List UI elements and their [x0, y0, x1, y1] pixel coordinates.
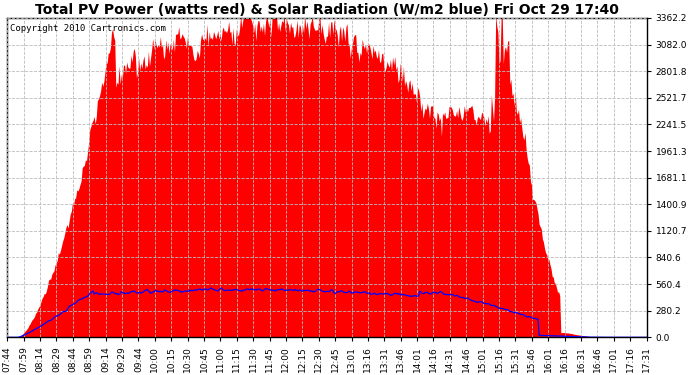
- Title: Total PV Power (watts red) & Solar Radiation (W/m2 blue) Fri Oct 29 17:40: Total PV Power (watts red) & Solar Radia…: [35, 3, 619, 17]
- Text: Copyright 2010 Cartronics.com: Copyright 2010 Cartronics.com: [10, 24, 166, 33]
